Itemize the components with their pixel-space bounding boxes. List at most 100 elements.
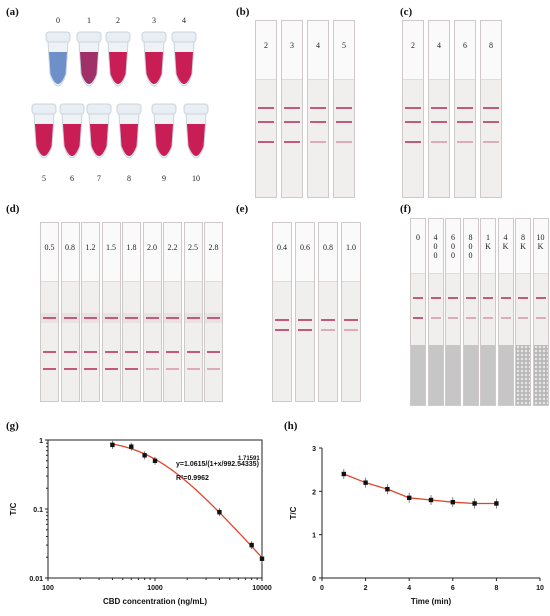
panel-g-label: (g) [6, 420, 19, 432]
tube-shape [183, 103, 209, 159]
strip-label: 0.8 [65, 243, 75, 252]
control-line [186, 317, 200, 319]
strip-sample-pad [498, 219, 513, 274]
tube-2: 2 [104, 16, 132, 105]
x-tick-label: 10 [536, 585, 544, 592]
test-strip: 0.8 [318, 222, 338, 402]
test-strip: 2.2 [163, 222, 182, 402]
test-strip: 2.8 [204, 222, 223, 402]
test-line [518, 317, 528, 319]
tube-shape [151, 103, 177, 159]
test-line [431, 121, 447, 123]
strip-label: 2 [264, 41, 268, 50]
y-tick-label: 0.1 [33, 507, 43, 514]
data-point [363, 480, 368, 485]
tube-label: 5 [42, 174, 46, 183]
y-tick-label: 3 [312, 446, 316, 453]
tube-shape [105, 31, 131, 87]
data-point [217, 509, 222, 515]
strip-label: 2.0 [147, 243, 157, 252]
data-point [385, 486, 390, 492]
test-line [483, 141, 499, 143]
strip-sample-pad [61, 223, 79, 282]
fit-r-squared: R²=0.9962 [176, 475, 209, 482]
control-line [84, 317, 97, 319]
test-strip: 2.0 [142, 222, 162, 402]
fit-exponent: 1.71591 [238, 456, 260, 462]
strip-sample-pad [184, 223, 202, 282]
strip-sample-pad [403, 21, 423, 80]
control-line [430, 297, 441, 299]
strip-label: 1.2 [85, 243, 96, 252]
strip-sample-pad [463, 219, 478, 274]
series-line [343, 473, 497, 505]
control-line [457, 107, 473, 109]
test-strip: 2 [402, 20, 424, 198]
tube-7: 7 [85, 102, 113, 183]
panel-c-label: (c) [400, 6, 413, 18]
control-line [125, 317, 138, 319]
test-line [145, 368, 159, 370]
tube-shape [76, 31, 102, 87]
strip-sample-pad [143, 223, 161, 282]
test-line [483, 317, 493, 319]
strip-label: 6 [463, 41, 467, 50]
test-line [321, 329, 335, 331]
panel-e-label: (e) [236, 203, 249, 215]
strip-label: 0.6 [300, 243, 310, 252]
panel-a-label: (a) [6, 6, 19, 18]
absorbent-pad [533, 345, 548, 405]
strip-sample-pad [308, 21, 328, 80]
test-strip: 6 [454, 20, 476, 198]
test-line [298, 329, 312, 331]
test-strip: 1.5 [101, 222, 121, 402]
test-line [284, 121, 300, 123]
test-strip: 3 [281, 20, 303, 198]
x-tick-label: 6 [451, 585, 455, 592]
strip-label: 1.8 [126, 243, 137, 252]
test-line [457, 141, 473, 143]
control-line [483, 107, 499, 109]
test-line [310, 141, 326, 143]
tube-shape [141, 31, 167, 87]
test-line [145, 351, 159, 353]
fit-equation: y=1.0615/(1+x/992.54335) [176, 461, 259, 468]
test-line [310, 121, 326, 123]
test-strip: 2 [255, 20, 277, 198]
strip-label: 2.5 [188, 243, 198, 252]
test-strip: 1.8 [122, 222, 141, 402]
y-axis-label: T/C [9, 502, 18, 515]
strip-sample-pad [41, 223, 58, 282]
strip-sample-pad [446, 219, 460, 274]
strip-label: 0.4 [277, 243, 287, 252]
absorbent-pad [463, 345, 478, 405]
control-line [518, 297, 528, 299]
control-line [104, 317, 118, 319]
strip-sample-pad [428, 219, 443, 274]
data-point [259, 556, 265, 561]
strip-sample-pad [102, 223, 120, 282]
strip-sample-pad [319, 223, 337, 282]
test-line [166, 368, 179, 370]
test-line [275, 329, 289, 331]
strip-sample-pad [516, 219, 530, 274]
control-line [431, 107, 447, 109]
test-line [84, 351, 97, 353]
control-line [63, 317, 77, 319]
control-line [43, 317, 56, 319]
strip-label: 8 [489, 41, 493, 50]
test-line [125, 368, 138, 370]
panel-d-label: (d) [6, 203, 20, 215]
x-tick-label: 100 [42, 585, 54, 592]
test-strip: 1.0 [341, 222, 361, 402]
test-line [457, 121, 473, 123]
x-tick-label: 4 [407, 585, 411, 592]
strip-sample-pad [533, 219, 548, 274]
tube-shape [171, 31, 197, 87]
